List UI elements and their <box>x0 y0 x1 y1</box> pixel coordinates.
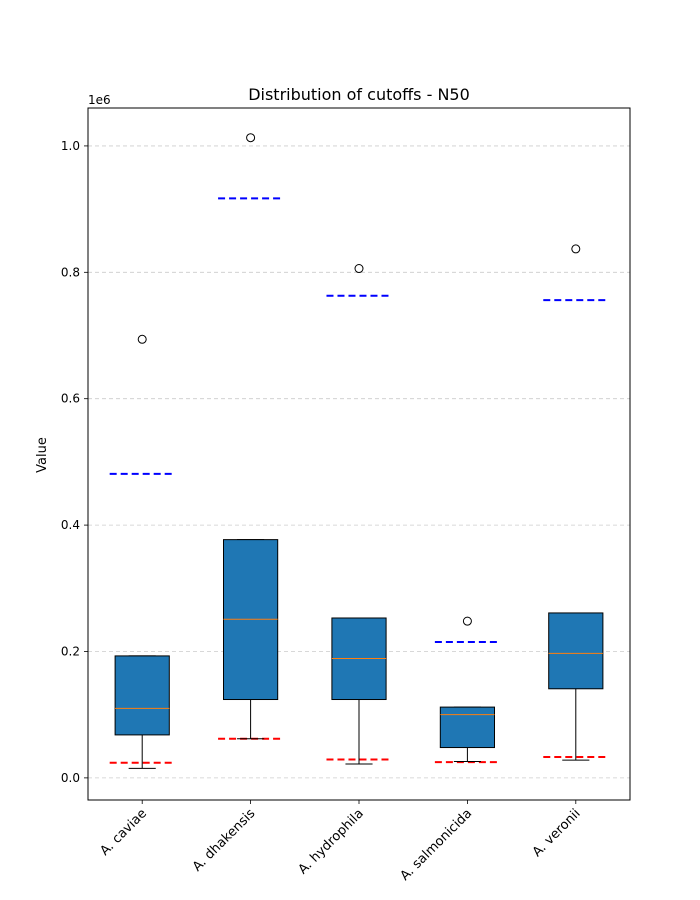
outlier-point <box>137 334 147 344</box>
box-group <box>331 264 387 765</box>
outlier-point <box>354 264 364 274</box>
y-axis-label: Value <box>35 437 50 473</box>
grid-layer <box>88 145 630 779</box>
box-layer <box>114 133 604 769</box>
outlier-point <box>462 616 472 626</box>
y-tick-label: 0.2 <box>61 644 80 658</box>
box-group <box>548 244 604 761</box>
y-tick-label: 0.6 <box>61 392 80 406</box>
chart-title: Distribution of cutoffs - N50 <box>248 85 470 104</box>
box-group <box>114 334 170 769</box>
iqr-box <box>114 655 170 736</box>
y-tick-label: 0.4 <box>61 518 80 532</box>
y-tick-label: 0.0 <box>61 771 80 785</box>
outlier-point <box>246 133 256 143</box>
y-tick-label: 1.0 <box>61 139 80 153</box>
box-group <box>439 616 495 762</box>
outlier-point <box>571 244 581 254</box>
box-group <box>223 133 279 740</box>
y-axis-scale-note: 1e6 <box>88 93 111 107</box>
iqr-box <box>439 706 495 749</box>
y-tick-label: 0.8 <box>61 265 80 279</box>
iqr-box <box>548 612 604 690</box>
